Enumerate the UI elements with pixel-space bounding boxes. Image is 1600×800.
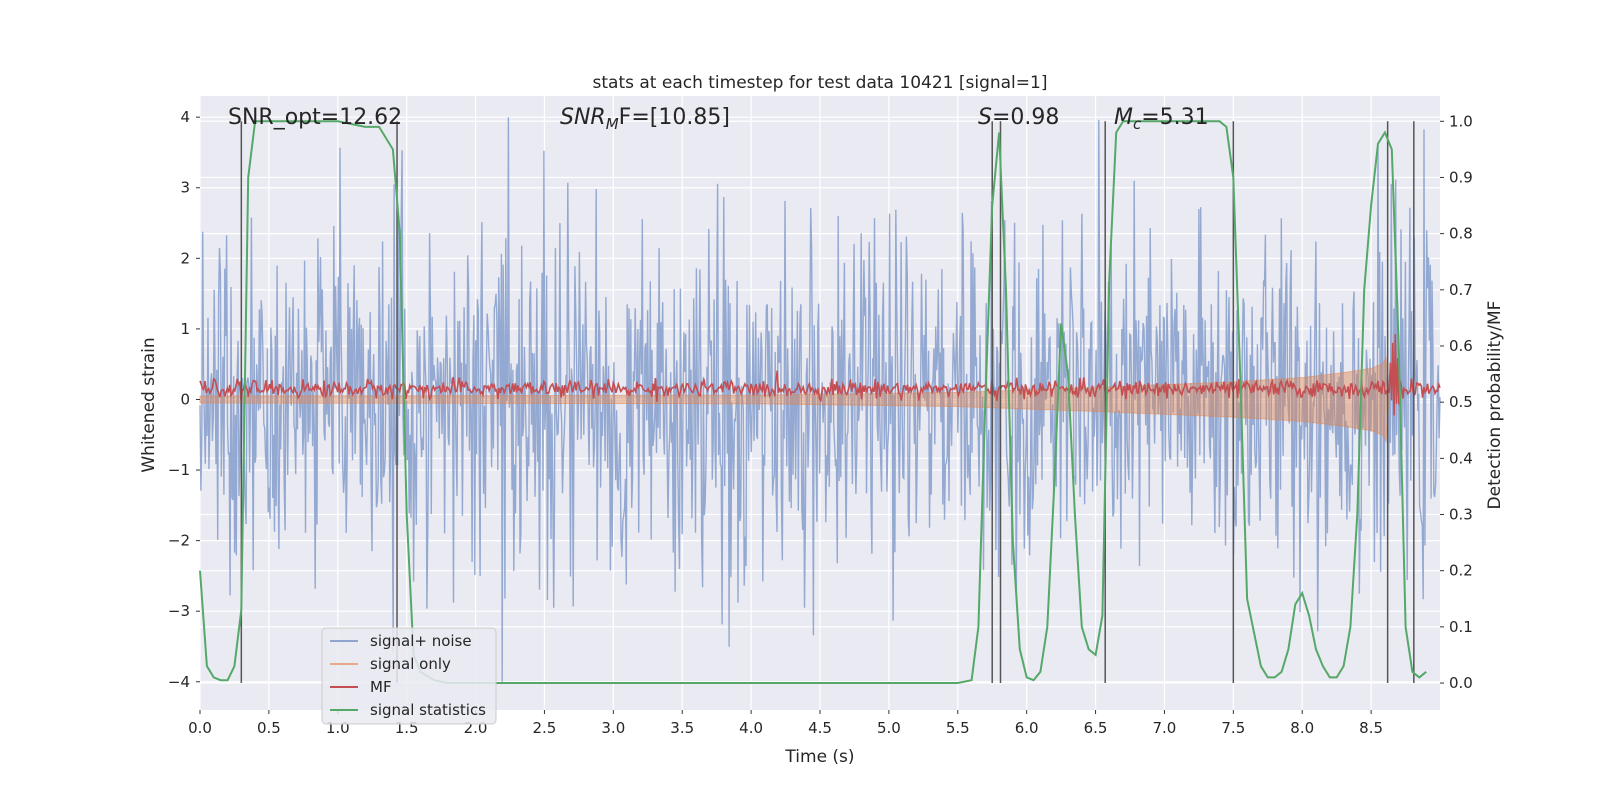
y-axis-right-label: Detection probability/MF [1485,301,1505,510]
annotation-snr-mf: SNRMF=[10.85] [560,105,730,133]
x-tick-label-7: 3.5 [670,719,694,737]
legend-label-signal-only: signal only [370,655,451,673]
chart-title: stats at each timestep for test data 104… [593,73,1048,93]
annotation-snr-mf-tail: F=[10.85] [619,105,730,130]
y-right-tick-label-4: 0.4 [1449,449,1473,467]
y-tick-label-7: 3 [180,179,190,197]
y-axis-left-ticks: −4 −3 −2 −1 0 1 2 3 4 [168,108,200,691]
legend-label-stats: signal statistics [370,701,486,719]
y-tick-label-6: 2 [180,249,190,267]
x-tick-label-11: 5.5 [946,719,970,737]
annotation-s: S=0.98 [978,105,1059,130]
y-axis-right-ticks: 0.0 0.1 0.2 0.3 0.4 0.5 0.6 0.7 0.8 0.9 1.0 [1440,112,1473,692]
y-tick-label-1: −3 [168,602,190,620]
y-right-tick-label-6: 0.6 [1449,337,1473,355]
y-right-tick-label-1: 0.1 [1449,618,1473,636]
x-tick-label-10: 5.0 [877,719,901,737]
legend-box [321,627,497,725]
y-tick-label-3: −1 [168,461,190,479]
y-right-tick-label-10: 1.0 [1449,112,1473,130]
y-right-tick-label-3: 0.3 [1449,506,1473,524]
y-tick-label-5: 1 [180,320,190,338]
y-right-tick-label-5: 0.5 [1449,393,1473,411]
x-tick-label-6: 3.0 [601,719,625,737]
x-tick-label-17: 8.5 [1359,719,1383,737]
x-tick-label-15: 7.5 [1221,719,1245,737]
y-right-tick-label-7: 0.7 [1449,281,1473,299]
legend-label-mf: MF [370,678,392,696]
stats-line [199,120,1427,684]
x-tick-label-12: 6.0 [1015,719,1039,737]
y-tick-label-2: −2 [168,532,190,550]
y-axis-left-label: Whitened strain [139,337,159,472]
annotation-snr-mf-base: SNR [560,105,606,130]
y-right-tick-label-8: 0.8 [1449,225,1473,243]
signal-statistics-series [199,120,1427,684]
x-tick-label-14: 7.0 [1153,719,1177,737]
y-right-tick-label-9: 0.9 [1449,168,1473,186]
annotation-s-tail: =0.98 [992,105,1059,130]
x-tick-label-0: 0.0 [188,719,212,737]
y-tick-label-0: −4 [168,673,190,691]
annotation-snr-opt: SNR_opt=12.62 [228,105,402,130]
legend: signal+ noise signal only MF signal stat… [321,627,497,725]
y-tick-label-8: 4 [180,108,190,126]
x-axis-label: Time (s) [784,747,854,767]
annotation-mc-tail: =5.31 [1141,105,1208,130]
x-tick-label-16: 8.0 [1290,719,1314,737]
legend-label-noise: signal+ noise [370,632,472,650]
annotation-s-base: S [978,105,992,130]
x-tick-label-9: 4.5 [808,719,832,737]
annotation-mc: Mc=5.31 [1114,105,1209,133]
y-right-tick-label-2: 0.2 [1449,562,1473,580]
x-tick-label-13: 6.5 [1084,719,1108,737]
x-tick-label-5: 2.5 [533,719,557,737]
annotation-mc-base: M [1114,105,1133,130]
y-tick-label-4: 0 [180,390,190,408]
x-tick-label-8: 4.0 [739,719,763,737]
annotation-snr-mf-sub: M [606,115,619,133]
x-tick-label-1: 0.5 [257,719,281,737]
annotation-mc-sub: c [1133,115,1142,133]
y-right-tick-label-0: 0.0 [1449,674,1473,692]
x-axis-ticks: 0.0 0.5 1.0 1.5 2.0 2.5 3.0 3.5 4.0 4.5 5.0 5.5 6.0 6… [188,710,1383,737]
